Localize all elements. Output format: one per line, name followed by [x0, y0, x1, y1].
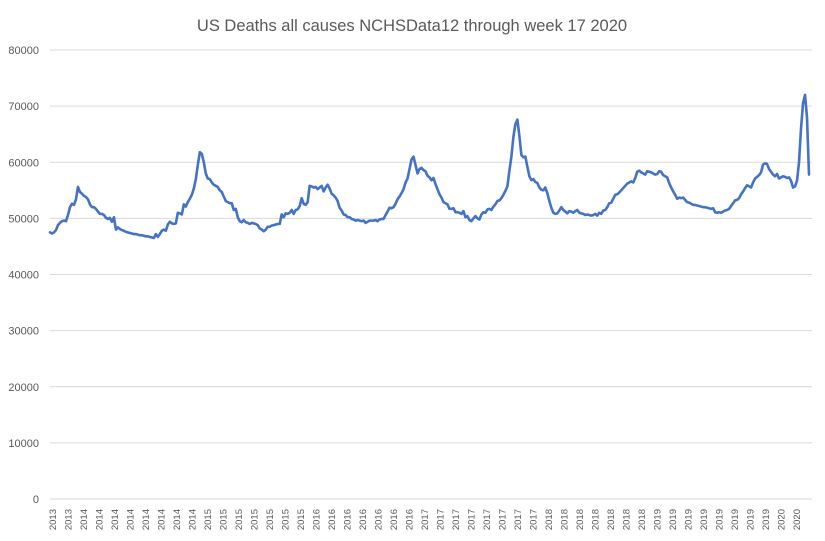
x-tick-label: 2016	[327, 509, 338, 530]
y-tick-label: 10000	[8, 438, 39, 450]
x-tick-label: 2016	[312, 509, 323, 530]
x-tick-label: 2016	[343, 509, 354, 530]
x-tick-label: 2014	[141, 509, 152, 530]
x-tick-label: 2015	[250, 509, 261, 530]
x-tick-label: 2017	[513, 509, 524, 530]
x-tick-label: 2014	[188, 509, 199, 530]
x-tick-label: 2015	[296, 509, 307, 530]
x-tick-label: 2019	[699, 509, 710, 530]
x-tick-label: 2019	[761, 509, 772, 530]
y-tick-label: 80000	[8, 45, 39, 57]
x-tick-label: 2015	[234, 509, 245, 530]
x-tick-label: 2014	[126, 509, 137, 530]
x-tick-label: 2013	[48, 509, 59, 530]
x-tick-label: 2015	[203, 509, 214, 530]
series-layer	[48, 93, 811, 240]
x-axis: 2013 2013 2014 2014 2014 2014 2014 2014 2014 2014…	[48, 509, 803, 530]
y-axis: 0 10000 20000 30000 40000 50000 60000 70000 8000…	[8, 45, 39, 506]
series-line	[48, 93, 811, 240]
x-tick-label: 2016	[405, 509, 416, 530]
y-tick-label: 60000	[8, 157, 39, 169]
x-tick-label: 2014	[79, 509, 90, 530]
x-tick-label: 2017	[529, 509, 540, 530]
x-tick-label: 2019	[668, 509, 679, 530]
x-tick-label: 2014	[95, 509, 106, 530]
x-tick-label: 2017	[436, 509, 447, 530]
x-tick-label: 2014	[110, 509, 121, 530]
x-tick-label: 2020	[792, 509, 803, 530]
x-tick-label: 2019	[684, 509, 695, 530]
x-tick-label: 2018	[622, 509, 633, 530]
x-tick-label: 2015	[219, 509, 230, 530]
x-tick-label: 2019	[746, 509, 757, 530]
y-tick-label: 40000	[8, 270, 39, 282]
x-tick-label: 2018	[591, 509, 602, 530]
x-tick-label: 2013	[64, 509, 75, 530]
x-tick-label: 2017	[451, 509, 462, 530]
chart-title: US Deaths all causes NCHSData12 through …	[197, 17, 627, 35]
x-tick-label: 2017	[467, 509, 478, 530]
x-tick-label: 2018	[606, 509, 617, 530]
x-tick-label: 2018	[637, 509, 648, 530]
x-tick-label: 2016	[374, 509, 385, 530]
x-tick-label: 2014	[157, 509, 168, 530]
x-tick-label: 2016	[389, 509, 400, 530]
y-tick-label: 0	[33, 494, 39, 506]
x-tick-label: 2017	[482, 509, 493, 530]
y-tick-label: 20000	[8, 382, 39, 394]
x-tick-label: 2016	[358, 509, 369, 530]
x-tick-label: 2019	[715, 509, 726, 530]
x-tick-label: 2015	[281, 509, 292, 530]
y-tick-label: 50000	[8, 213, 39, 225]
x-tick-label: 2020	[777, 509, 788, 530]
y-tick-label: 70000	[8, 101, 39, 113]
x-tick-label: 2019	[730, 509, 741, 530]
x-tick-label: 2017	[498, 509, 509, 530]
x-tick-label: 2017	[420, 509, 431, 530]
x-tick-label: 2018	[575, 509, 586, 530]
x-tick-label: 2018	[560, 509, 571, 530]
x-tick-label: 2014	[172, 509, 183, 530]
x-tick-label: 2018	[544, 509, 555, 530]
y-tick-label: 30000	[8, 326, 39, 338]
x-tick-label: 2015	[265, 509, 276, 530]
x-tick-label: 2019	[653, 509, 664, 530]
